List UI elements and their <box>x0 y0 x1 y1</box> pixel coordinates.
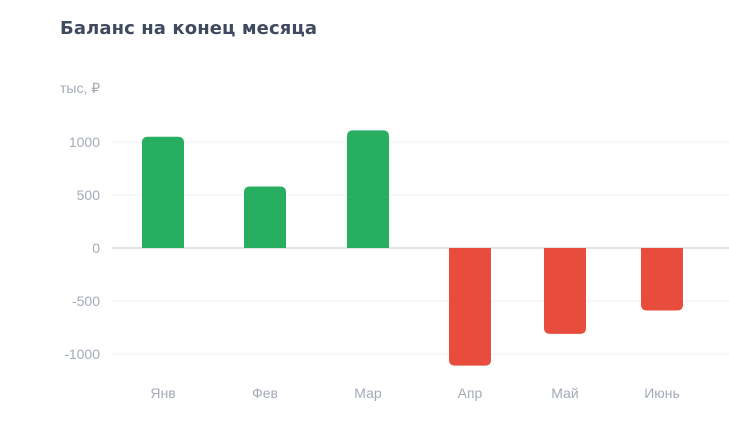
bar-2 <box>244 186 286 248</box>
x-tick-label: Апр <box>458 385 483 401</box>
x-tick-label: Май <box>551 385 578 401</box>
y-tick-label: -1000 <box>64 346 100 362</box>
bar-6 <box>641 248 683 311</box>
x-tick-label: Мар <box>354 385 382 401</box>
chart-title: Баланс на конец месяца <box>60 18 318 39</box>
bars <box>142 130 683 366</box>
y-axis-ticks: 1000 500 0 -500 -1000 <box>64 134 100 362</box>
y-axis-unit-label: тыс, ₽ <box>60 80 101 96</box>
gridlines <box>112 141 729 355</box>
x-tick-label: Янв <box>150 385 175 401</box>
y-tick-label: 1000 <box>69 134 100 150</box>
x-axis-ticks: Янв Фев Мар Апр Май Июнь <box>150 385 679 401</box>
x-tick-label: Июнь <box>644 385 680 401</box>
bar-3 <box>347 130 389 248</box>
y-tick-label: 500 <box>77 187 101 203</box>
y-tick-label: 0 <box>92 240 100 256</box>
y-tick-label: -500 <box>72 293 100 309</box>
bar-4 <box>449 248 491 366</box>
bar-5 <box>544 248 586 334</box>
x-tick-label: Фев <box>252 385 278 401</box>
bar-1 <box>142 136 184 248</box>
